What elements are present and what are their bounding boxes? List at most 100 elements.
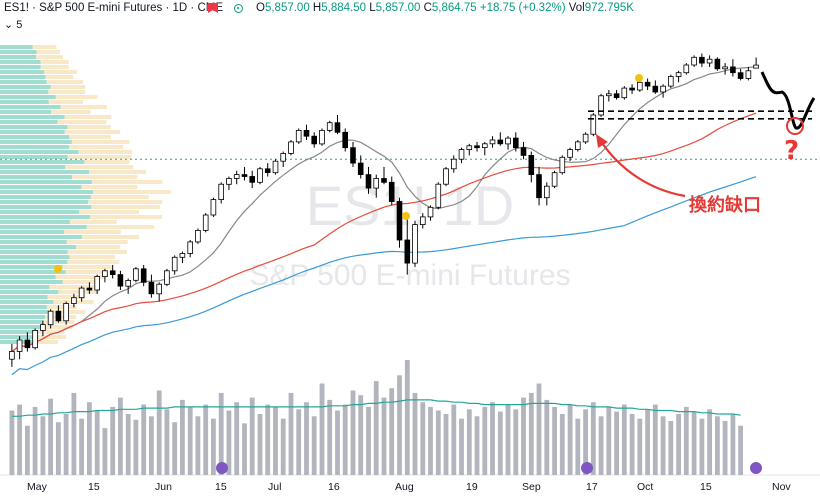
- profile-bar-down: [91, 180, 163, 184]
- profile-bar-up: [0, 120, 58, 124]
- profile-bar-up: [0, 315, 45, 319]
- profile-bar-down: [57, 120, 107, 124]
- profile-bar-up: [0, 330, 39, 334]
- candle-up: [489, 139, 496, 145]
- candle-up: [427, 206, 434, 218]
- candle-up: [164, 270, 170, 285]
- profile-bar-up: [0, 260, 68, 264]
- candle-down: [140, 268, 147, 283]
- profile-bar-up: [0, 105, 61, 109]
- volume-bar: [335, 410, 340, 475]
- candle-down: [55, 310, 62, 322]
- profile-bar-up: [0, 295, 48, 299]
- split-marker-icon: [581, 462, 593, 474]
- watermark-ticker: ES1! 1D: [306, 174, 515, 237]
- candle-down: [536, 174, 542, 199]
- profile-bar-down: [34, 340, 59, 344]
- volume-bar: [567, 404, 573, 475]
- profile-bar-down: [64, 230, 121, 234]
- profile-bar-down: [71, 140, 130, 144]
- profile-bar-up: [0, 275, 56, 279]
- profile-bar-up: [0, 110, 52, 114]
- volume-bar: [397, 375, 402, 475]
- volume-bar: [296, 409, 302, 475]
- profile-bar-down: [36, 50, 61, 54]
- candle-down: [404, 239, 411, 264]
- profile-bar-up: [0, 95, 56, 99]
- annotation-arrowhead: [596, 134, 608, 148]
- candle-up: [288, 141, 294, 154]
- profile-bar-up: [0, 55, 37, 59]
- profile-bar-down: [32, 45, 57, 49]
- profile-bar-down: [90, 195, 149, 199]
- volume-bar: [164, 409, 170, 475]
- candle-up: [202, 214, 209, 231]
- volume-bar: [242, 423, 247, 475]
- profile-bar-up: [0, 180, 92, 184]
- candle-up: [481, 143, 488, 149]
- profile-bar-down: [40, 60, 69, 64]
- profile-bar-down: [64, 115, 112, 119]
- profile-bar-up: [0, 150, 79, 154]
- watermark-name: S&P 500 E-mini Futures: [249, 259, 570, 292]
- volume-bar: [575, 418, 581, 475]
- candle-up: [675, 72, 682, 77]
- volume-bar: [621, 404, 627, 475]
- volume-bar: [87, 402, 92, 475]
- x-axis-tick-label: Jun: [155, 481, 172, 493]
- profile-bar-up: [0, 125, 68, 129]
- chart-header: ES1! · S&P 500 E-mini Futures · 1D · CME…: [0, 0, 820, 36]
- candle-up: [179, 253, 186, 258]
- volume-bar: [451, 404, 457, 475]
- volume-bar: [40, 416, 46, 475]
- symbol-title[interactable]: ES1! · S&P 500 E-mini Futures · 1D · CME: [4, 2, 223, 14]
- moving-averages: [11, 66, 757, 376]
- candle-up: [598, 95, 604, 116]
- event-dot: [402, 212, 410, 220]
- profile-bar-up: [0, 155, 68, 159]
- volume-bar: [412, 392, 418, 475]
- candle-down: [730, 66, 736, 74]
- profile-bar-down: [65, 270, 108, 274]
- profile-bar-up: [0, 235, 83, 239]
- volume-bar: [249, 397, 255, 475]
- volume-bar: [56, 422, 61, 475]
- candle-down: [388, 181, 395, 202]
- candle-down: [241, 174, 248, 177]
- x-axis-tick-label: 15: [88, 481, 100, 493]
- volume-bar: [590, 402, 596, 475]
- volume-bar: [273, 406, 278, 475]
- volume-bar: [389, 388, 395, 475]
- profile-bar-up: [0, 90, 49, 94]
- candle-up: [505, 137, 511, 145]
- candle-up: [32, 329, 38, 349]
- volume-bar: [435, 410, 441, 475]
- candles[interactable]: [9, 53, 759, 367]
- profile-bar-up: [0, 200, 89, 204]
- candle-up: [745, 70, 752, 79]
- candle-up: [195, 229, 201, 243]
- profile-bar-up: [0, 190, 93, 194]
- profile-bar-down: [64, 130, 121, 134]
- x-axis-tick-label: Oct: [637, 481, 654, 493]
- candle-up: [326, 122, 333, 131]
- x-axis-tick-label: May: [27, 481, 47, 493]
- profile-bar-down: [46, 305, 77, 309]
- x-axis-tick-label: Jul: [268, 481, 282, 493]
- profile-bar-up: [0, 140, 72, 144]
- volume-bar: [420, 402, 426, 475]
- profile-bar-up: [0, 195, 91, 199]
- profile-bar-down: [45, 75, 74, 79]
- candle-down: [613, 93, 620, 99]
- profile-bar-down: [67, 155, 132, 159]
- flag-icon[interactable]: [208, 3, 218, 13]
- volume-bar: [722, 421, 728, 475]
- candle-up: [722, 66, 728, 70]
- candle-up: [218, 183, 225, 200]
- profile-bar-down: [40, 65, 69, 69]
- profile-bar-down: [88, 200, 163, 204]
- profile-bar-down: [69, 255, 116, 259]
- volume-bar: [559, 414, 565, 475]
- indicator-collapse-button[interactable]: ⌄ 5: [4, 19, 23, 31]
